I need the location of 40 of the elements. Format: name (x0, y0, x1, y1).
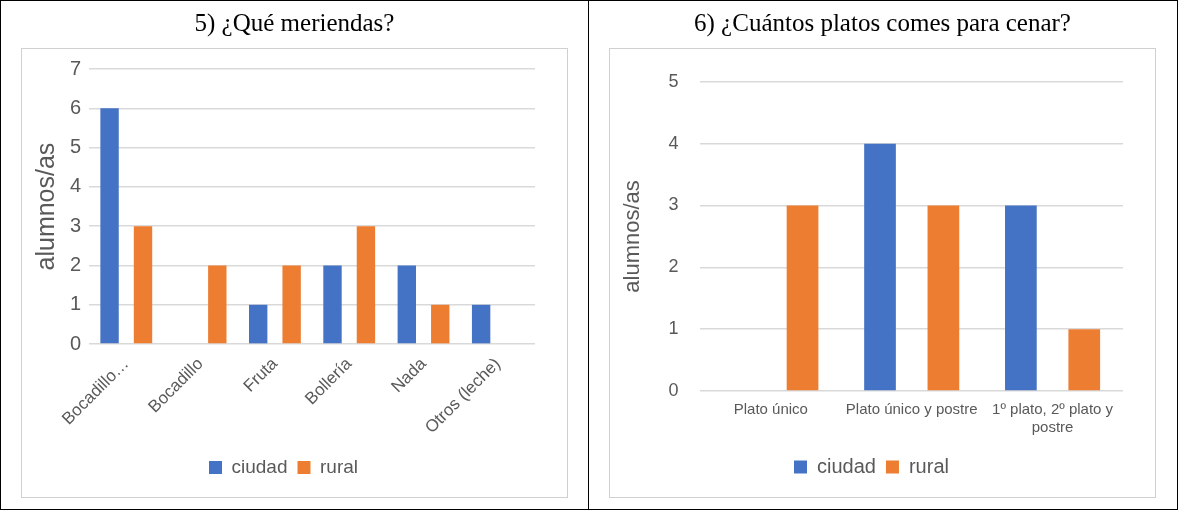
bar (133, 226, 153, 344)
bar (397, 265, 417, 344)
bar (282, 265, 301, 344)
y-tick-label: 4 (668, 132, 679, 153)
bar (786, 205, 819, 391)
bar (471, 304, 491, 344)
y-tick-label: 3 (70, 213, 82, 236)
y-tick-label: 2 (70, 253, 82, 276)
y-axis-title: alumnos/as (619, 180, 645, 293)
y-tick-label: 0 (668, 379, 679, 400)
bar (208, 265, 227, 344)
legend-label: ciudad (231, 455, 288, 477)
legend-label: rural (908, 454, 949, 477)
y-tick-label: 3 (668, 194, 679, 215)
bar (323, 265, 342, 344)
x-tick-label: 1º plato, 2º plato y postre (992, 400, 1114, 436)
bar (100, 108, 119, 344)
bar (927, 205, 960, 391)
y-tick-label: 7 (70, 56, 82, 79)
x-tick-label: Plato único y postre (845, 400, 978, 418)
y-tick-label: 5 (70, 135, 82, 158)
bar (248, 304, 268, 344)
chart-title: 5) ¿Qué meriendas? (193, 9, 396, 37)
bar (1005, 205, 1037, 391)
legend-label: rural (319, 455, 359, 477)
y-tick-label: 6 (70, 95, 82, 118)
y-tick-label: 1 (668, 318, 679, 339)
y-tick-label: 2 (668, 256, 679, 277)
bar (864, 143, 896, 391)
y-tick-label: 1 (70, 292, 82, 315)
y-tick-label: 5 (668, 70, 679, 91)
bar (1068, 329, 1101, 391)
bar (356, 226, 376, 344)
legend-label: ciudad (817, 454, 876, 477)
y-tick-label: 0 (70, 331, 82, 354)
x-tick-label: Plato único (733, 400, 808, 418)
chart-title: 6) ¿Cuántos platos comes para cenar? (693, 9, 1072, 37)
y-axis-title: alumnos/as (30, 142, 59, 271)
y-tick-label: 4 (70, 174, 82, 197)
bar (431, 304, 450, 344)
